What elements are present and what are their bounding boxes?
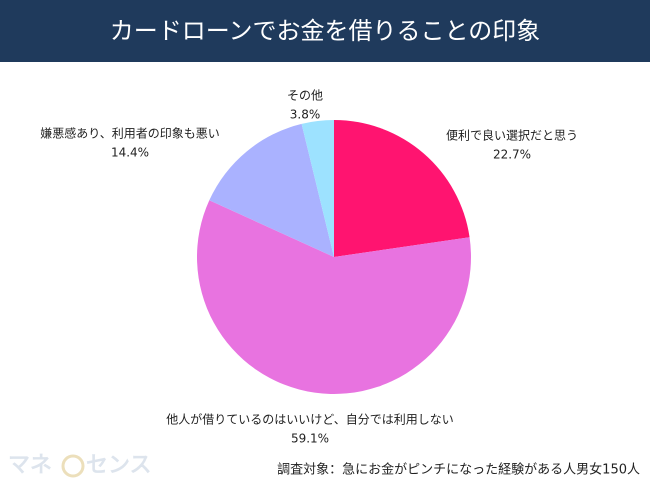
slice-label: 便利で良い選択だと思う [446,128,578,143]
slice-label: 嫌悪感あり、利用者の印象も悪い [40,126,220,141]
value-label: 59.1% [291,432,329,446]
chart-title: カードローンでお金を借りることの印象 [110,17,541,45]
pie-slice [301,120,334,257]
pie-slice [197,200,471,395]
slice-label: 他人が借りているのはいいけど、自分では利用しない [166,412,453,427]
pie-slice [209,123,334,258]
slice-label: その他 [287,89,323,103]
value-label: 14.4% [111,146,149,160]
title-bar [0,0,650,62]
logo-text: マネ [8,453,52,478]
value-label: 22.7% [493,148,531,162]
logo-icon [61,454,85,478]
logo: マネ センス [8,453,152,478]
source-note: 調査対象：急にお金がピンチになった経験がある人男女150人 [277,462,640,478]
logo-text: センス [86,453,152,478]
pie-slice [334,120,470,257]
value-label: 3.8% [290,108,321,122]
